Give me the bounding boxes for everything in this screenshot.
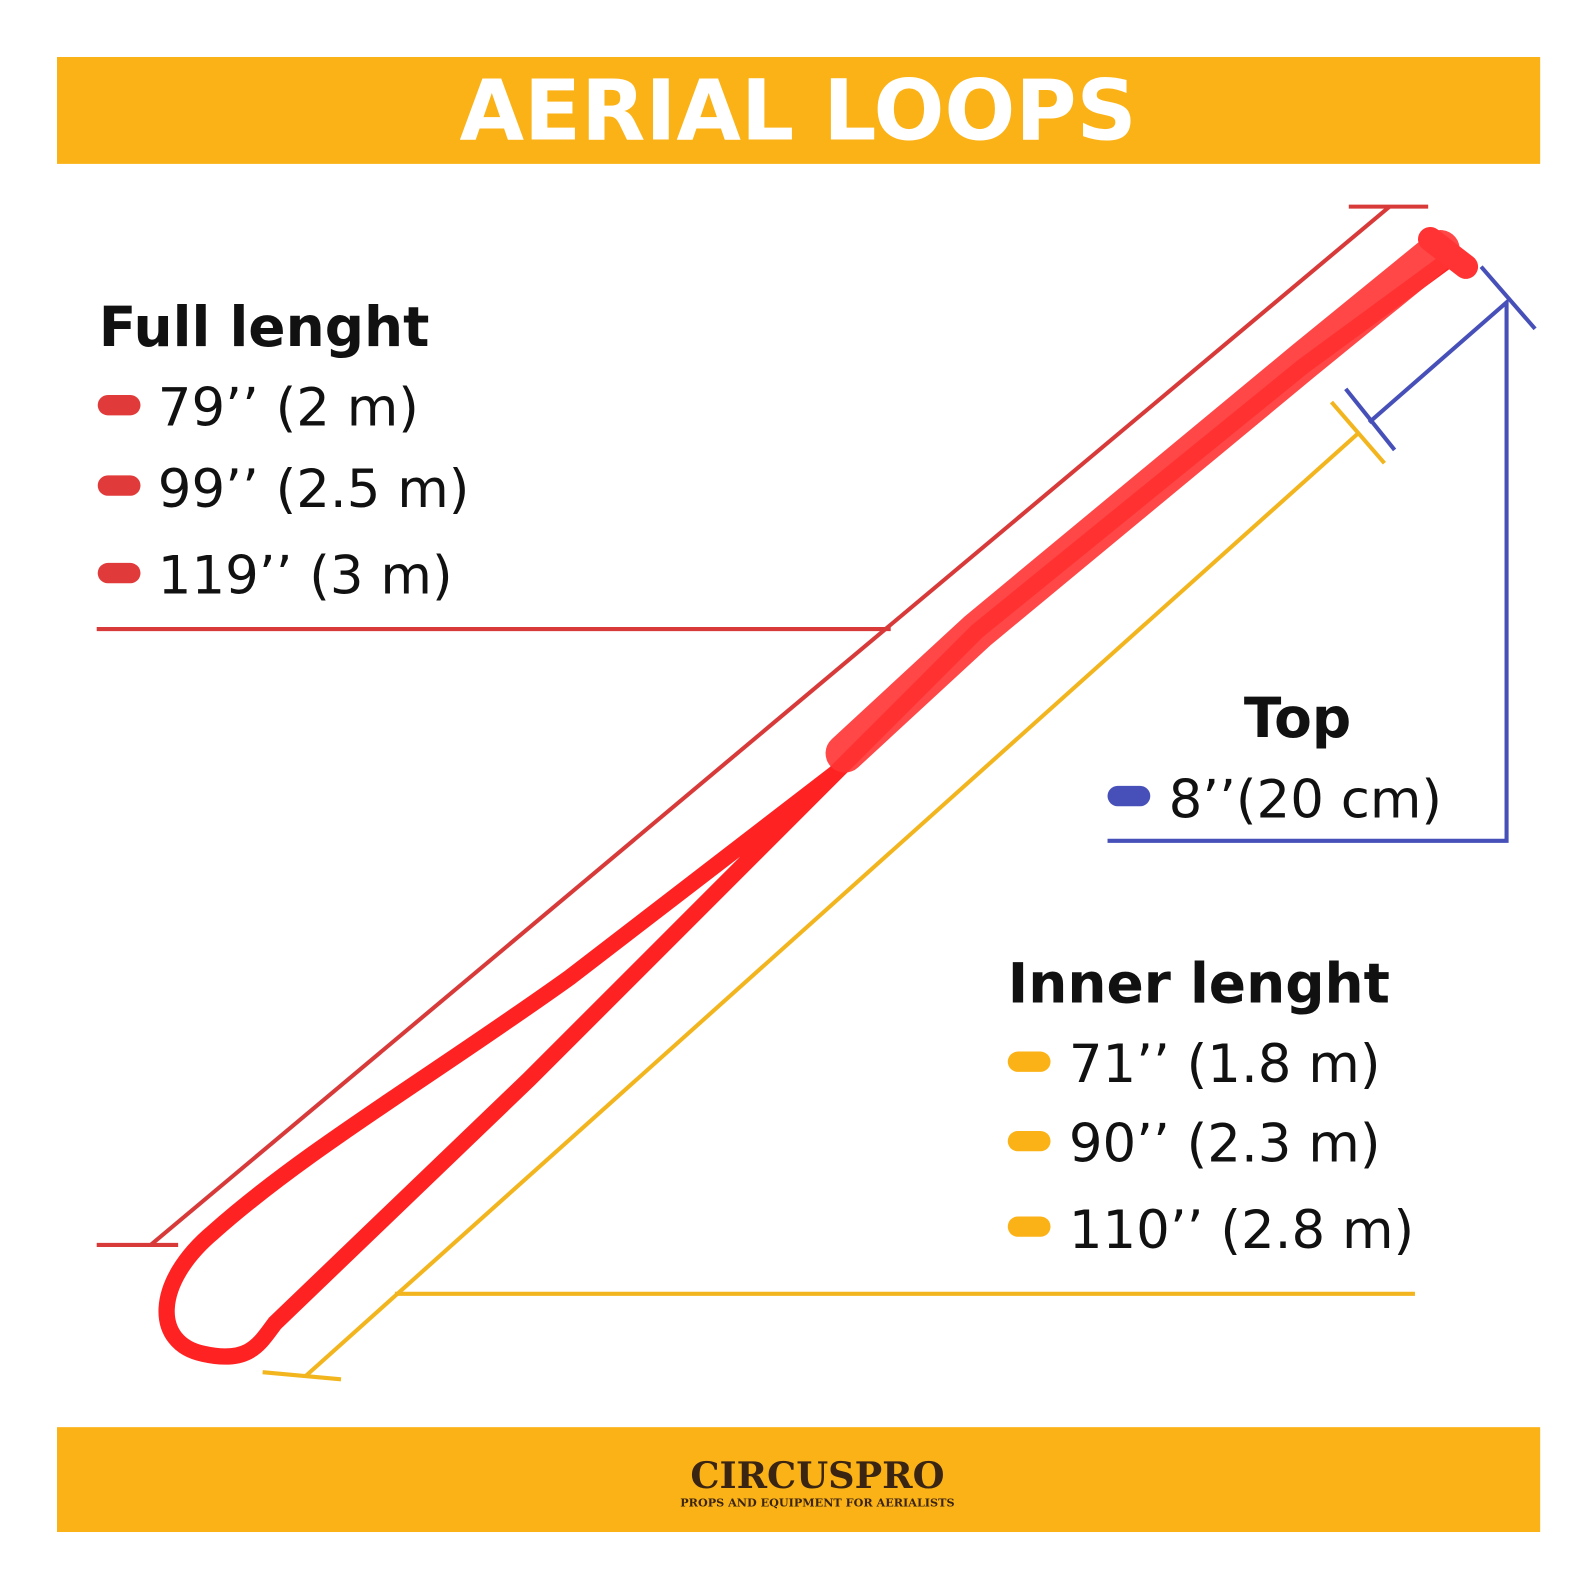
bullet	[97, 475, 141, 496]
top-guide	[1107, 265, 1537, 843]
tagline: PROPS AND EQUIPMENT FOR AERIALISTS	[680, 1496, 954, 1510]
inner-length-guide	[262, 400, 1415, 1382]
brand: CIRCUSPRO	[690, 1454, 944, 1497]
section-title: Inner lenght	[1008, 952, 1390, 1016]
bullet	[1107, 785, 1151, 807]
full-length-items: 79’’ (2 m) 99’’ (2.5 m) 119’’ (3 m)	[97, 378, 470, 606]
item: 110’’ (2.8 m)	[1069, 1200, 1414, 1261]
item: 8’’(20 cm)	[1169, 769, 1442, 830]
aerial-loop	[158, 227, 1479, 1365]
item: 90’’ (2.3 m)	[1069, 1113, 1381, 1174]
bullet	[97, 562, 141, 584]
header-bar	[57, 57, 1541, 164]
section-title: Full lenght	[99, 295, 430, 359]
bullet	[1007, 1051, 1051, 1072]
bullet	[97, 394, 141, 416]
inner-length-items: 71’’ (1.8 m) 90’’ (2.3 m) 110’’ (2.8 m)	[1007, 1034, 1414, 1261]
footer-bar	[57, 1427, 1541, 1533]
item: 79’’ (2 m)	[158, 378, 419, 439]
item: 71’’ (1.8 m)	[1069, 1034, 1381, 1095]
item: 99’’ (2.5 m)	[158, 459, 470, 520]
item: 119’’ (3 m)	[158, 545, 453, 606]
bullet	[1007, 1130, 1051, 1152]
section-title: Top	[1244, 686, 1351, 750]
full-length-guide	[96, 204, 1429, 1247]
bullet	[1007, 1216, 1051, 1237]
title: AERIAL LOOPS	[459, 62, 1136, 159]
